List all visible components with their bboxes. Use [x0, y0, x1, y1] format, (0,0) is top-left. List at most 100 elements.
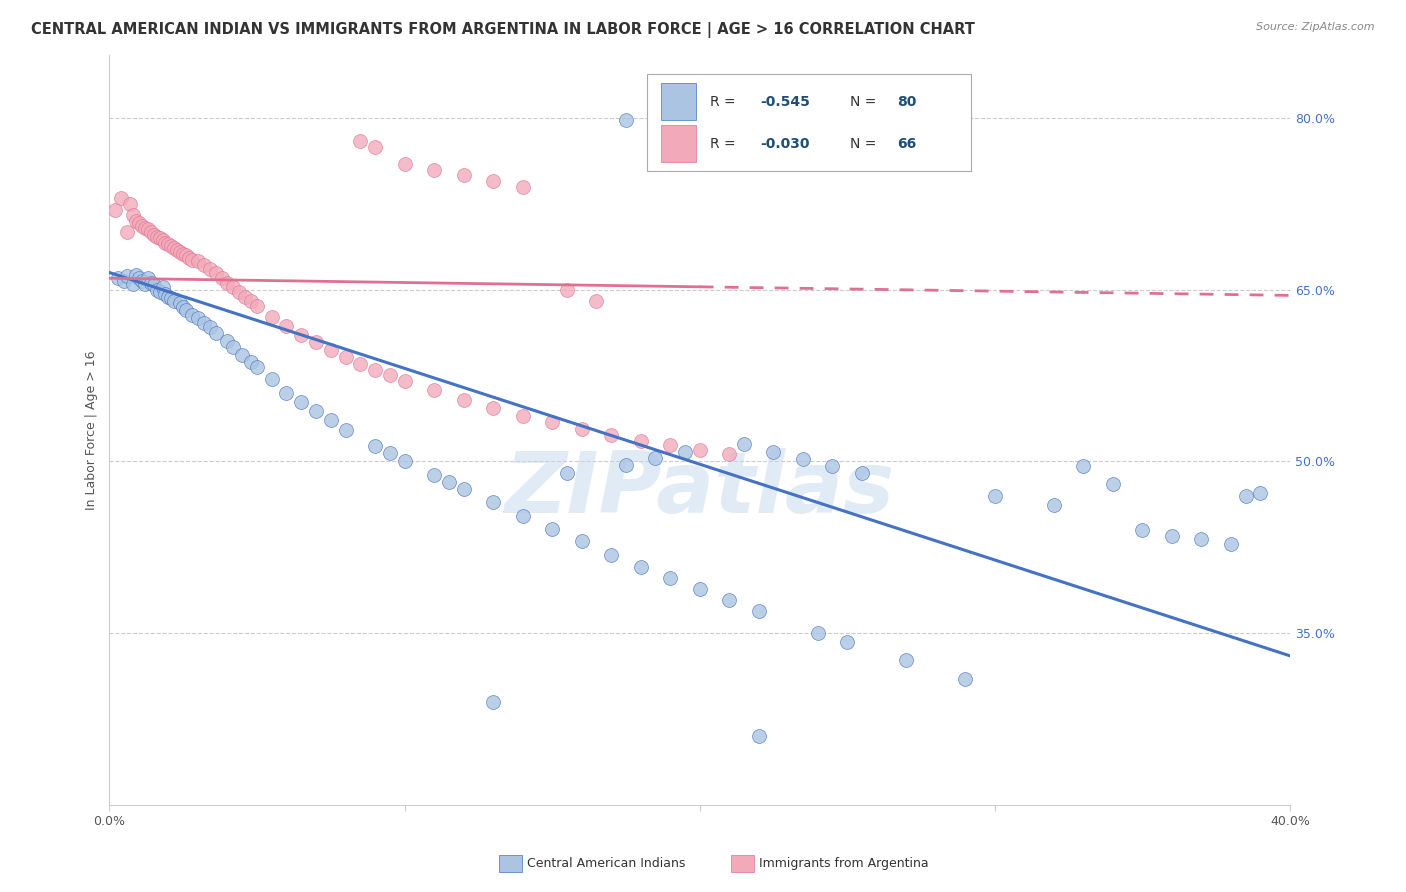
Point [139, 276, 162, 290]
Point [364, 363, 387, 377]
Point [222, 340, 245, 354]
Point [104, 202, 127, 217]
Point [122, 208, 145, 222]
Point [335, 350, 357, 364]
Point [149, 285, 172, 299]
Point [1249, 486, 1271, 500]
Point [673, 445, 696, 459]
Point [139, 226, 162, 240]
Point [748, 729, 770, 743]
Point [718, 592, 741, 607]
Point [453, 392, 475, 407]
Point [482, 174, 505, 188]
Point [335, 424, 357, 438]
Point [160, 291, 183, 305]
Point [555, 466, 578, 480]
Point [131, 219, 153, 233]
Point [512, 179, 534, 194]
Point [718, 447, 741, 461]
Text: N =: N = [849, 95, 880, 109]
Point [630, 559, 652, 574]
Point [163, 294, 186, 309]
Point [555, 283, 578, 297]
Point [319, 413, 342, 427]
Text: 80: 80 [897, 95, 917, 109]
Point [152, 234, 174, 248]
Point [896, 653, 918, 667]
Text: R =: R = [710, 136, 741, 151]
Point [1043, 498, 1066, 512]
Point [319, 343, 342, 358]
Point [240, 355, 263, 369]
Point [1234, 489, 1257, 503]
Point [423, 384, 446, 398]
Point [204, 266, 226, 280]
Point [659, 438, 682, 452]
Text: -0.545: -0.545 [759, 95, 810, 109]
Point [163, 242, 186, 256]
Point [571, 422, 593, 436]
Point [134, 220, 156, 235]
Point [155, 235, 177, 250]
Point [149, 231, 172, 245]
Point [187, 311, 209, 326]
Point [110, 191, 132, 205]
Point [193, 258, 215, 272]
Point [1160, 529, 1182, 543]
Point [217, 334, 239, 348]
Point [166, 243, 188, 257]
Point [748, 604, 770, 618]
Point [134, 277, 156, 291]
Point [453, 482, 475, 496]
Point [290, 394, 312, 409]
Point [115, 226, 138, 240]
Point [125, 268, 148, 282]
FancyBboxPatch shape [661, 83, 696, 120]
Point [222, 280, 245, 294]
Point [541, 522, 564, 536]
Text: ZIPatlas: ZIPatlas [505, 449, 894, 532]
Point [630, 434, 652, 448]
Point [172, 247, 194, 261]
Point [482, 401, 505, 415]
Y-axis label: In Labor Force | Age > 16: In Labor Force | Age > 16 [86, 350, 98, 509]
Point [1189, 532, 1212, 546]
Point [211, 271, 233, 285]
Point [394, 157, 416, 171]
Point [482, 694, 505, 708]
Point [122, 277, 145, 291]
Point [423, 468, 446, 483]
Point [193, 316, 215, 330]
Point [807, 626, 830, 640]
Point [733, 437, 755, 451]
Point [614, 113, 637, 128]
Point [482, 495, 505, 509]
Point [155, 287, 177, 301]
Point [689, 582, 711, 597]
Point [1130, 523, 1153, 537]
Point [955, 672, 977, 686]
Point [152, 280, 174, 294]
Point [276, 319, 298, 334]
Point [128, 216, 150, 230]
Point [260, 372, 283, 386]
Point [198, 262, 221, 277]
Point [112, 273, 135, 287]
Point [160, 239, 183, 253]
Point [512, 409, 534, 423]
Point [128, 271, 150, 285]
Point [204, 326, 226, 340]
Text: Immigrants from Argentina: Immigrants from Argentina [759, 857, 929, 870]
Point [394, 454, 416, 468]
Point [512, 509, 534, 524]
Point [115, 268, 138, 283]
Point [174, 248, 197, 262]
Point [246, 360, 269, 375]
Point [142, 227, 165, 242]
Point [364, 439, 387, 453]
Point [792, 452, 814, 467]
Point [169, 244, 191, 259]
Point [378, 446, 401, 460]
Point [349, 134, 371, 148]
Point [157, 236, 180, 251]
